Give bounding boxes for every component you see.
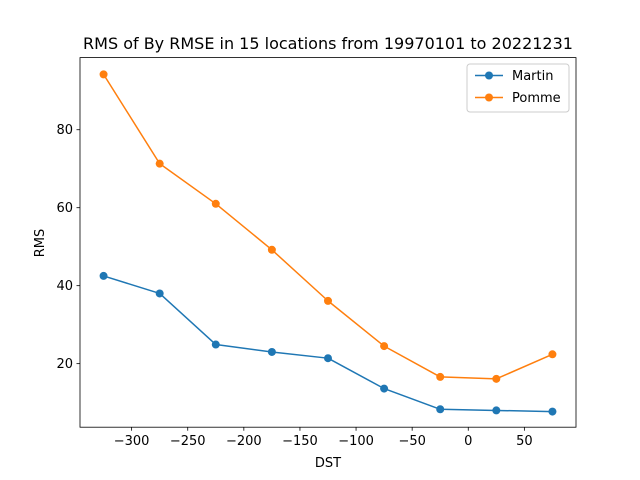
data-point (99, 271, 108, 280)
legend-label: Pomme (512, 91, 561, 106)
data-point (155, 159, 164, 168)
data-point (211, 340, 220, 349)
data-point (324, 296, 332, 305)
data-point (267, 245, 276, 254)
axes-frame (79, 57, 577, 428)
data-point (436, 405, 445, 414)
x-tick-label: −150 (282, 434, 318, 449)
series-layer (99, 70, 557, 416)
x-axis: −300 −250 −200 −150 −100 −50 0 50 (114, 427, 533, 449)
series-martin (99, 271, 557, 416)
data-point (492, 406, 501, 415)
x-tick-label: −50 (398, 434, 425, 449)
y-tick-label: 80 (56, 123, 73, 138)
data-point (548, 350, 557, 359)
legend: Martin Pomme (466, 63, 570, 113)
data-point (267, 347, 276, 356)
axes-background (80, 57, 576, 428)
x-tick-label: −300 (114, 434, 150, 449)
data-point (492, 374, 501, 383)
data-point (436, 372, 445, 381)
legend-marker (485, 71, 493, 80)
x-tick-label: 0 (464, 434, 472, 449)
x-tick-label: −200 (226, 434, 262, 449)
legend-label: Martin (512, 69, 553, 84)
x-tick-label: 50 (516, 434, 533, 449)
data-point (380, 384, 389, 393)
x-axis-label: DST (315, 456, 341, 471)
y-tick-label: 60 (56, 201, 73, 216)
y-axis-label: RMS (33, 229, 48, 258)
y-tick-label: 40 (56, 279, 73, 294)
y-axis: 20 40 60 80 (56, 123, 80, 372)
data-point (380, 342, 389, 351)
data-point (99, 70, 108, 79)
x-tick-label: −250 (170, 434, 206, 449)
data-point (155, 289, 164, 298)
series-pomme (99, 70, 557, 383)
plot-area (79, 57, 577, 428)
chart-title: RMS of By RMSE in 15 locations from 1997… (83, 34, 573, 53)
legend-marker (485, 93, 493, 102)
y-tick-label: 20 (56, 357, 73, 372)
data-point (548, 407, 557, 416)
data-point (324, 354, 332, 363)
x-tick-label: −100 (338, 434, 374, 449)
legend-items: Martin Pomme (475, 69, 561, 106)
data-point (211, 199, 220, 208)
